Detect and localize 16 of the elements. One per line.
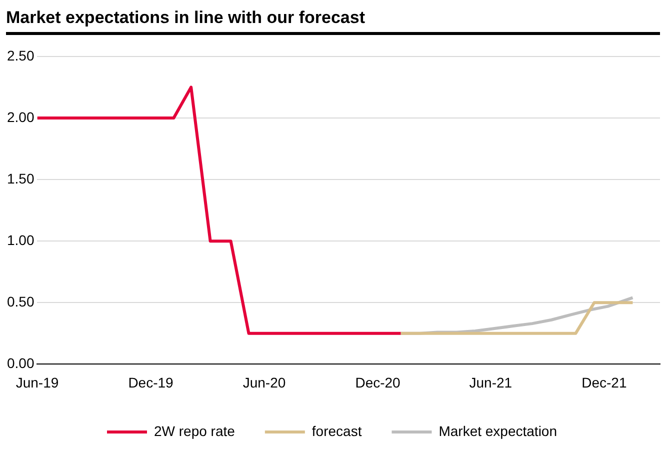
chart-title: Market expectations in line with our forecast — [6, 8, 660, 35]
y-tick-label: 2.50 — [7, 47, 34, 64]
x-tick-label: Dec-20 — [355, 374, 401, 390]
y-tick-label: 0.00 — [7, 355, 34, 372]
legend-label: forecast — [312, 422, 362, 439]
x-tick-label: Jun-21 — [469, 374, 512, 390]
y-tick-label: 1.00 — [7, 232, 34, 248]
y-tick-label: 0.50 — [7, 294, 34, 310]
y-tick-label: 1.50 — [7, 170, 34, 186]
x-tick-label: Dec-19 — [128, 374, 174, 390]
x-tick-label: Jun-19 — [16, 374, 59, 390]
legend-label: 2W repo rate — [154, 422, 236, 439]
x-tick-label: Jun-20 — [242, 374, 286, 390]
x-tick-label: Dec-21 — [582, 374, 627, 390]
y-tick-label: 2.00 — [7, 108, 34, 125]
legend-label: Market expectation — [438, 422, 558, 439]
